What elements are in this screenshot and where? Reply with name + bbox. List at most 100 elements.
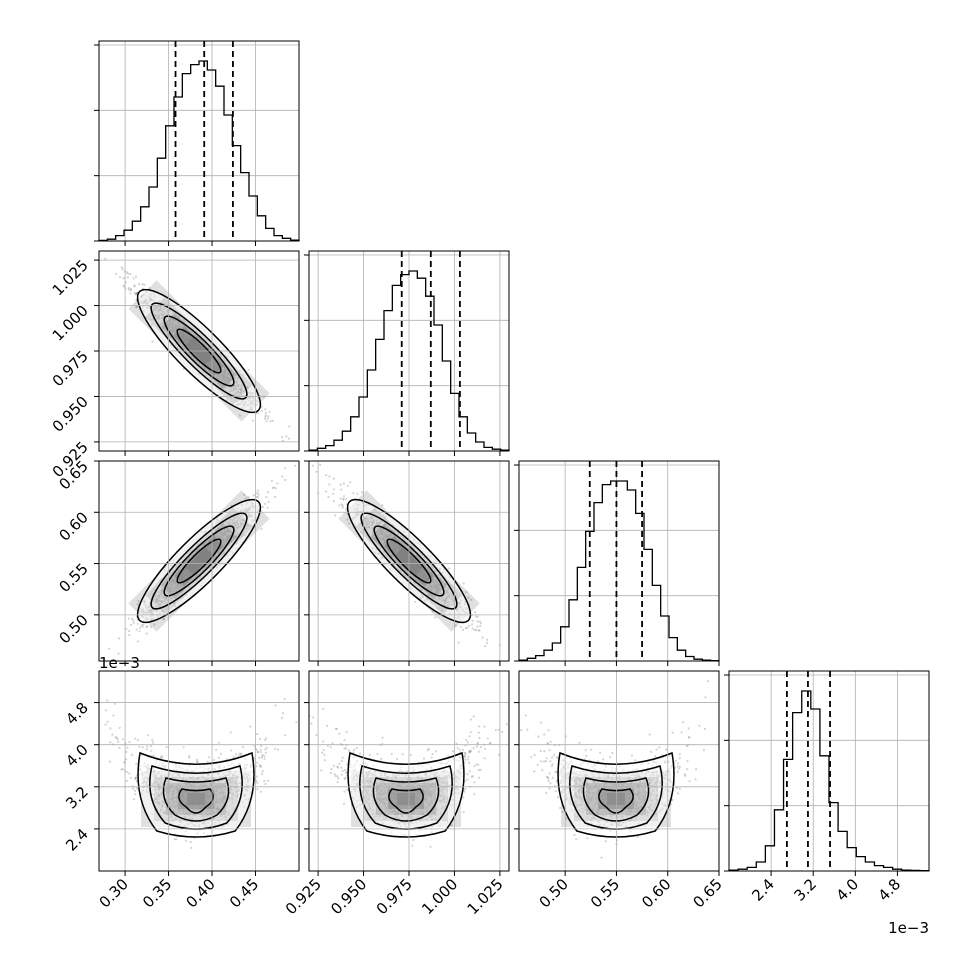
scatter-point [342, 495, 346, 498]
scatter-point [332, 492, 335, 495]
scatter-point [133, 291, 136, 294]
scatter-point [466, 626, 469, 629]
scatter-point [344, 508, 347, 511]
scatter-point [137, 600, 140, 603]
scatter-point [111, 733, 114, 736]
contour-2 [373, 525, 445, 597]
scatter-point [431, 753, 434, 756]
scatter-point [240, 752, 243, 755]
histogram-step-2 [518, 480, 720, 662]
scatter-point [175, 838, 178, 841]
scatter-point [272, 486, 275, 489]
scatter-point [306, 699, 308, 701]
scatter-point [132, 621, 135, 624]
scatter-point [473, 611, 477, 614]
scatter-point [104, 257, 107, 260]
scatter-point [333, 488, 336, 491]
scatter-point [141, 283, 144, 286]
histogram-0 [94, 40, 300, 246]
scatter-point [464, 755, 467, 759]
scatter-point [476, 620, 479, 623]
scatter-point [261, 770, 264, 773]
scatter-point [130, 288, 133, 291]
scatter-point [338, 732, 341, 735]
scatter-point [477, 768, 480, 772]
scatter-point [311, 464, 314, 467]
scatter-point [219, 752, 222, 756]
scatter-point [104, 723, 107, 726]
contour-1 [150, 512, 248, 610]
scatter-point [127, 617, 130, 620]
scatter-point [196, 760, 199, 764]
scatter-point [117, 740, 120, 743]
scatter-point [334, 514, 337, 517]
scatter-point [264, 782, 267, 786]
scatter-point [464, 627, 467, 630]
scatter-point [121, 738, 124, 741]
scatter-point [318, 458, 320, 460]
scatter-point [247, 368, 250, 371]
scatter-point [134, 789, 137, 793]
scatter-point [466, 778, 469, 781]
scatter-point [323, 759, 326, 762]
scatter-point [380, 757, 383, 761]
scatter-point [340, 503, 343, 506]
scatter-point [226, 758, 229, 761]
scatter-point [119, 276, 122, 279]
scatter-point [434, 616, 437, 619]
scatter-point [150, 745, 153, 748]
scatter-point [259, 748, 262, 751]
scatter-point [474, 615, 478, 618]
scatter-point [152, 754, 155, 758]
scatter-point [118, 746, 121, 750]
scatter-point [134, 777, 137, 781]
scatter-point [473, 765, 476, 768]
scatter-point [465, 591, 468, 594]
scatter-point [294, 464, 297, 467]
scatter-point [125, 271, 129, 274]
contour-0 [136, 498, 262, 624]
scatter-point [352, 751, 355, 754]
scatter-point [106, 720, 109, 724]
scatter-point [108, 760, 111, 763]
scatter-point [479, 768, 482, 772]
scatter-point [143, 283, 146, 286]
contour-3 [178, 788, 214, 814]
scatter-point [122, 284, 125, 287]
scatter-point [409, 754, 412, 757]
scatter-point [464, 779, 467, 783]
scatter-point [463, 751, 466, 755]
scatter-point [312, 716, 315, 719]
axes-frame [308, 460, 510, 662]
scatter-point [450, 824, 453, 827]
scatter-point [264, 737, 268, 740]
scatter-point [473, 781, 476, 784]
scatter-point [281, 475, 284, 478]
scatter-point [334, 727, 337, 731]
scatter-point [232, 755, 235, 758]
scatter-point [342, 482, 345, 485]
scatter-point [135, 306, 138, 309]
scatter-point [320, 769, 323, 772]
scatter-point [136, 738, 139, 742]
scatter-point [271, 419, 274, 422]
scatter-point [340, 488, 343, 491]
histogram-1 [304, 250, 510, 456]
scatter-point [162, 618, 165, 621]
scatter-point [215, 748, 218, 751]
scatter-point [462, 582, 465, 585]
scatter-point [477, 629, 480, 632]
scatter-point [475, 745, 479, 748]
scatter-point [479, 624, 482, 628]
scatter-point [341, 506, 344, 509]
contour-0 [137, 751, 255, 838]
scatter-point [325, 490, 328, 493]
scatter-point [146, 625, 149, 628]
axes-frame [728, 670, 930, 872]
scatter-point [129, 292, 132, 295]
scatter-point [261, 755, 264, 758]
scatter-point [136, 640, 139, 643]
scatter-point [135, 628, 138, 631]
scatter-point [265, 746, 268, 749]
scatter-point [136, 603, 139, 606]
